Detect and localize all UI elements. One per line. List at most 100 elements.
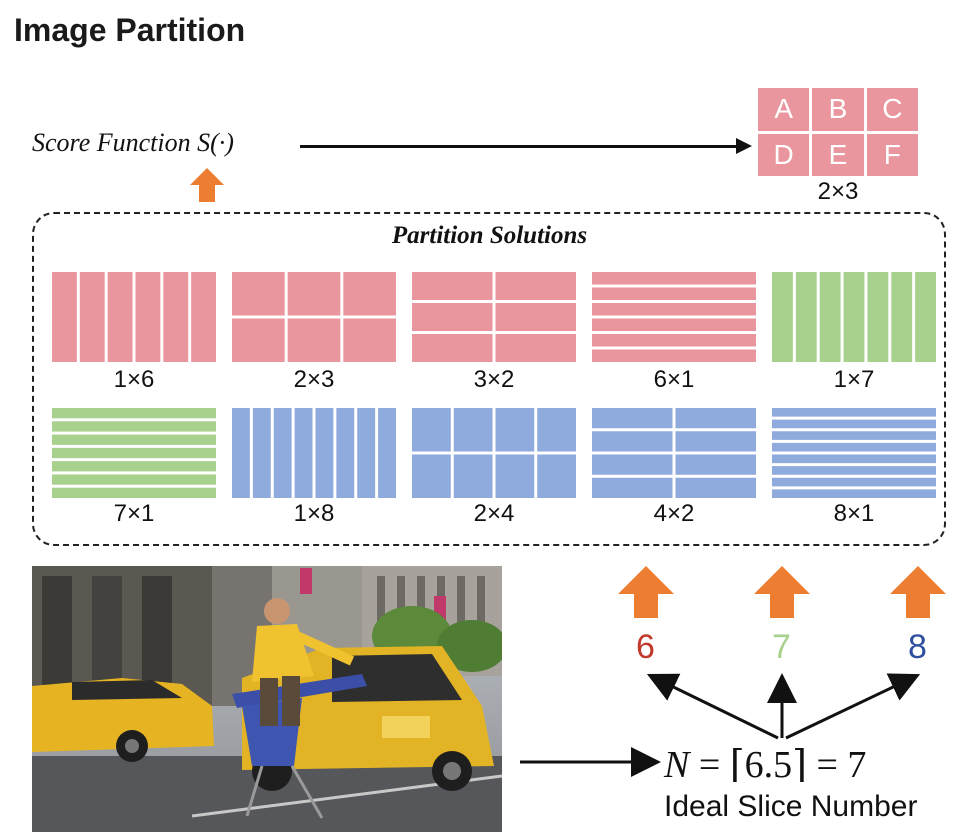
partition-cell (252, 408, 271, 498)
selected-cell-c: C (866, 88, 918, 131)
partition-cell (287, 272, 341, 316)
partition-cell (592, 303, 756, 316)
partition-label-2x4: 2×4 (473, 500, 515, 527)
ideal-slice-number-label: Ideal Slice Number (664, 790, 918, 823)
partition-cell (412, 303, 493, 331)
partition-cell (891, 272, 913, 362)
selected-cell-b: B (812, 88, 864, 131)
partition-cell (273, 408, 292, 498)
partition-cell (537, 408, 576, 452)
slice-candidate-6: 6 (636, 628, 655, 666)
partition-cell (772, 442, 936, 452)
partition-thumb-2x3 (232, 272, 396, 362)
slice-candidate-7: 7 (772, 628, 791, 666)
partition-cell (378, 408, 396, 498)
partition-cell (453, 454, 493, 498)
partition-cell (135, 272, 161, 362)
partition-cell (867, 272, 889, 362)
partition-cell (592, 334, 756, 347)
arrow-to-6 (646, 673, 779, 740)
partition-thumb-6x1 (592, 272, 756, 362)
partition-cell (537, 454, 576, 498)
equation-variable: N (664, 744, 690, 786)
partition-cell (52, 421, 216, 432)
partition-thumb-7x1 (52, 408, 216, 498)
partition-cell (52, 461, 216, 472)
partition-cell (412, 272, 493, 300)
partition-cell (772, 408, 936, 417)
partition-label-8x1: 8×1 (833, 500, 875, 527)
selected-cell-a: A (758, 88, 810, 131)
slice-candidate-8: 8 (908, 628, 927, 666)
partition-cell (675, 431, 756, 452)
partition-cell (772, 431, 936, 440)
partition-cell (52, 487, 216, 498)
partition-cell (343, 318, 396, 362)
partition-thumb-8x1 (772, 408, 936, 498)
partition-cell (772, 489, 936, 498)
partition-cell (772, 466, 936, 475)
partition-cell (843, 272, 865, 362)
partition-thumb-3x2 (412, 272, 576, 362)
partition-label-3x2: 3×2 (473, 366, 515, 393)
partition-cell (287, 318, 341, 362)
partition-thumb-1x8 (232, 408, 396, 498)
partition-label-1x6: 1×6 (113, 366, 155, 393)
partition-cell (232, 272, 285, 316)
partition-label-7x1: 7×1 (113, 500, 155, 527)
partition-thumb-1x6 (52, 272, 216, 362)
arrow-to-8 (785, 673, 921, 740)
partition-cell (191, 272, 216, 362)
partition-cell (107, 272, 133, 362)
partition-cell (495, 272, 576, 300)
selected-cell-e: E (812, 133, 864, 176)
partition-cell (915, 272, 936, 362)
partition-cell (412, 454, 451, 498)
partition-cell (675, 408, 756, 429)
partition-cell (495, 303, 576, 331)
score-function-label: Score Function S(·) (32, 128, 234, 157)
selected-partition-label: 2×3 (817, 178, 859, 205)
partition-cell (592, 272, 756, 285)
score-to-result-arrow (300, 138, 752, 154)
partition-cell (52, 447, 216, 459)
partition-cell (232, 318, 285, 362)
partition-label-6x1: 6×1 (653, 366, 695, 393)
partition-cell (343, 272, 396, 316)
partition-cell (772, 477, 936, 487)
partition-solutions-box (32, 212, 946, 546)
partition-cell (79, 272, 105, 362)
up-arrow-candidate-8 (890, 566, 946, 618)
partition-cell (495, 454, 535, 498)
partition-cell (592, 431, 673, 452)
partition-cell (336, 408, 355, 498)
partition-cell (675, 477, 756, 498)
partition-label-1x7: 1×7 (833, 366, 875, 393)
partition-cell (315, 408, 334, 498)
partition-cell (772, 454, 936, 464)
partition-cell (772, 419, 936, 429)
partition-cell (772, 272, 793, 362)
partition-cell (412, 408, 451, 452)
partition-cell (819, 272, 841, 362)
partition-label-2x3: 2×3 (293, 366, 335, 393)
partition-cell (675, 454, 756, 475)
slice-equation: N = ⌈6.5⌉ = 7 (664, 742, 866, 787)
selected-cell-f: F (866, 133, 918, 176)
page-title: Image Partition (14, 12, 246, 48)
partition-cell (453, 408, 493, 452)
partition-label-4x2: 4×2 (653, 500, 695, 527)
partition-cell (232, 408, 250, 498)
up-arrow-score (190, 168, 224, 202)
partition-cell (294, 408, 313, 498)
partition-thumb-1x7 (772, 272, 936, 362)
partition-cell (592, 349, 756, 362)
partition-solutions-title: Partition Solutions (391, 222, 588, 249)
partition-cell (795, 272, 817, 362)
input-photo (32, 566, 502, 832)
partition-cell (52, 272, 77, 362)
partition-cell (412, 334, 493, 362)
partition-cell (592, 477, 673, 498)
partition-cell (52, 434, 216, 445)
partition-cell (592, 454, 673, 475)
